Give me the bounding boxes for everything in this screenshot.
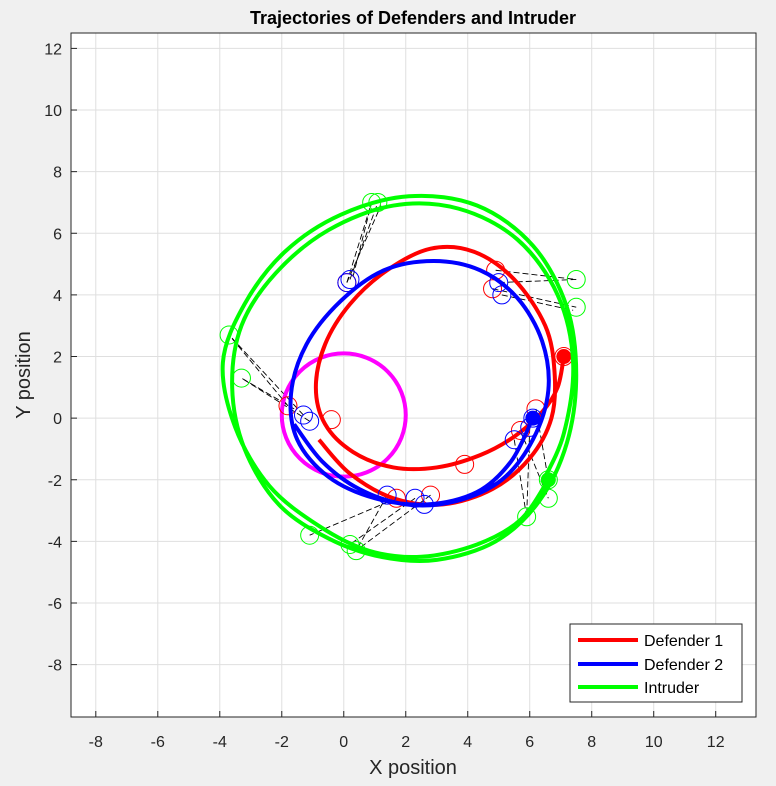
x-tick-label: 4 bbox=[463, 734, 472, 751]
marker-defender-2 bbox=[293, 405, 313, 425]
start-point-defender-2 bbox=[525, 410, 541, 426]
legend-item-defender-2: Defender 2 bbox=[578, 657, 723, 674]
marker-intruder bbox=[346, 541, 366, 561]
marker-defender-2 bbox=[504, 430, 524, 450]
marker-intruder bbox=[219, 325, 239, 345]
x-tick-label: -4 bbox=[213, 734, 227, 751]
y-tick-label: -8 bbox=[48, 658, 62, 675]
marker-defender-1 bbox=[386, 488, 406, 508]
marker-intruder bbox=[566, 269, 586, 289]
legend-item-defender-1: Defender 1 bbox=[578, 633, 723, 650]
legend-label-defender-2: Defender 2 bbox=[644, 657, 723, 674]
legend-label-defender-1: Defender 1 bbox=[644, 633, 723, 650]
x-axis-label: X position bbox=[369, 757, 457, 779]
magenta-circle bbox=[279, 351, 408, 479]
marker-intruder bbox=[300, 525, 320, 545]
marker-defender-1 bbox=[278, 396, 298, 416]
x-tick-label: 0 bbox=[339, 734, 348, 751]
marker-defender-1 bbox=[321, 410, 341, 430]
marker-intruder bbox=[538, 488, 558, 508]
y-tick-label: -2 bbox=[48, 473, 62, 490]
marker-defender-2 bbox=[337, 273, 357, 293]
dashed-link bbox=[228, 334, 289, 407]
marker-intruder bbox=[340, 534, 360, 554]
dashed-link bbox=[349, 202, 379, 280]
dashed-link bbox=[241, 377, 310, 422]
dashed-link bbox=[241, 377, 295, 410]
trajectory-intruder bbox=[220, 193, 579, 563]
y-tick-label: 2 bbox=[53, 350, 62, 367]
dashed-link bbox=[352, 202, 373, 277]
dashed-link bbox=[520, 430, 549, 499]
marker-intruder bbox=[231, 368, 251, 388]
y-axis-label: Y position bbox=[13, 331, 35, 418]
x-tick-label: 6 bbox=[525, 734, 534, 751]
marker-defender-1 bbox=[483, 279, 503, 299]
chart-title: Trajectories of Defenders and Intruder bbox=[250, 8, 576, 28]
x-tick-label: 10 bbox=[645, 734, 663, 751]
y-tick-label: 12 bbox=[44, 41, 62, 58]
marker-defender-2 bbox=[300, 411, 320, 431]
legend-label-intruder: Intruder bbox=[644, 680, 700, 697]
y-tick-label: 4 bbox=[53, 288, 62, 305]
dashed-link bbox=[498, 279, 577, 284]
trajectory-defender-2 bbox=[288, 259, 551, 508]
y-tick-label: -6 bbox=[48, 596, 62, 613]
marker-intruder bbox=[362, 192, 382, 212]
marker-defender-2 bbox=[492, 285, 512, 305]
x-tick-label: -6 bbox=[151, 734, 165, 751]
marker-defender-2 bbox=[405, 488, 425, 508]
marker-defender-2 bbox=[340, 269, 360, 289]
marker-defender-1 bbox=[455, 454, 475, 474]
y-tick-label: 0 bbox=[53, 411, 62, 428]
y-tick-label: -4 bbox=[48, 534, 62, 551]
data-layer bbox=[219, 192, 586, 563]
dashed-link bbox=[355, 494, 431, 551]
y-tick-label: 8 bbox=[53, 165, 62, 182]
start-point-intruder bbox=[540, 472, 556, 488]
grid bbox=[71, 33, 756, 717]
y-tick-label: 10 bbox=[44, 103, 62, 120]
axes-box bbox=[70, 32, 757, 718]
dashed-link bbox=[492, 288, 577, 308]
y-tick-label: 6 bbox=[53, 226, 62, 243]
dashed-link bbox=[501, 294, 574, 311]
legend-item-intruder: Intruder bbox=[578, 680, 700, 697]
dashed-link bbox=[309, 497, 397, 536]
dashed-link bbox=[355, 494, 388, 551]
marker-defender-2 bbox=[489, 273, 509, 293]
marker-intruder bbox=[368, 192, 388, 212]
marker-defender-2 bbox=[523, 408, 543, 428]
x-tick-label: -2 bbox=[275, 734, 289, 751]
x-tick-label: 2 bbox=[401, 734, 410, 751]
dashed-link bbox=[346, 202, 373, 283]
marker-defender-2 bbox=[414, 494, 434, 514]
marker-intruder bbox=[566, 297, 586, 317]
legend: Defender 1 Defender 2 Intruder bbox=[569, 623, 743, 703]
marker-defender-2 bbox=[377, 485, 397, 505]
x-tick-label: 12 bbox=[707, 734, 725, 751]
start-point-defender-1 bbox=[556, 349, 572, 365]
x-tick-label: 8 bbox=[587, 734, 596, 751]
marker-intruder bbox=[517, 507, 537, 527]
axis-ticks: -8 -6 -4 -2 0 2 4 6 8 10 12 -8 -6 -4 -2 0 2 4 6 8 10 12 bbox=[44, 41, 725, 751]
dashed-link bbox=[346, 205, 382, 283]
x-tick-label: -8 bbox=[89, 734, 103, 751]
